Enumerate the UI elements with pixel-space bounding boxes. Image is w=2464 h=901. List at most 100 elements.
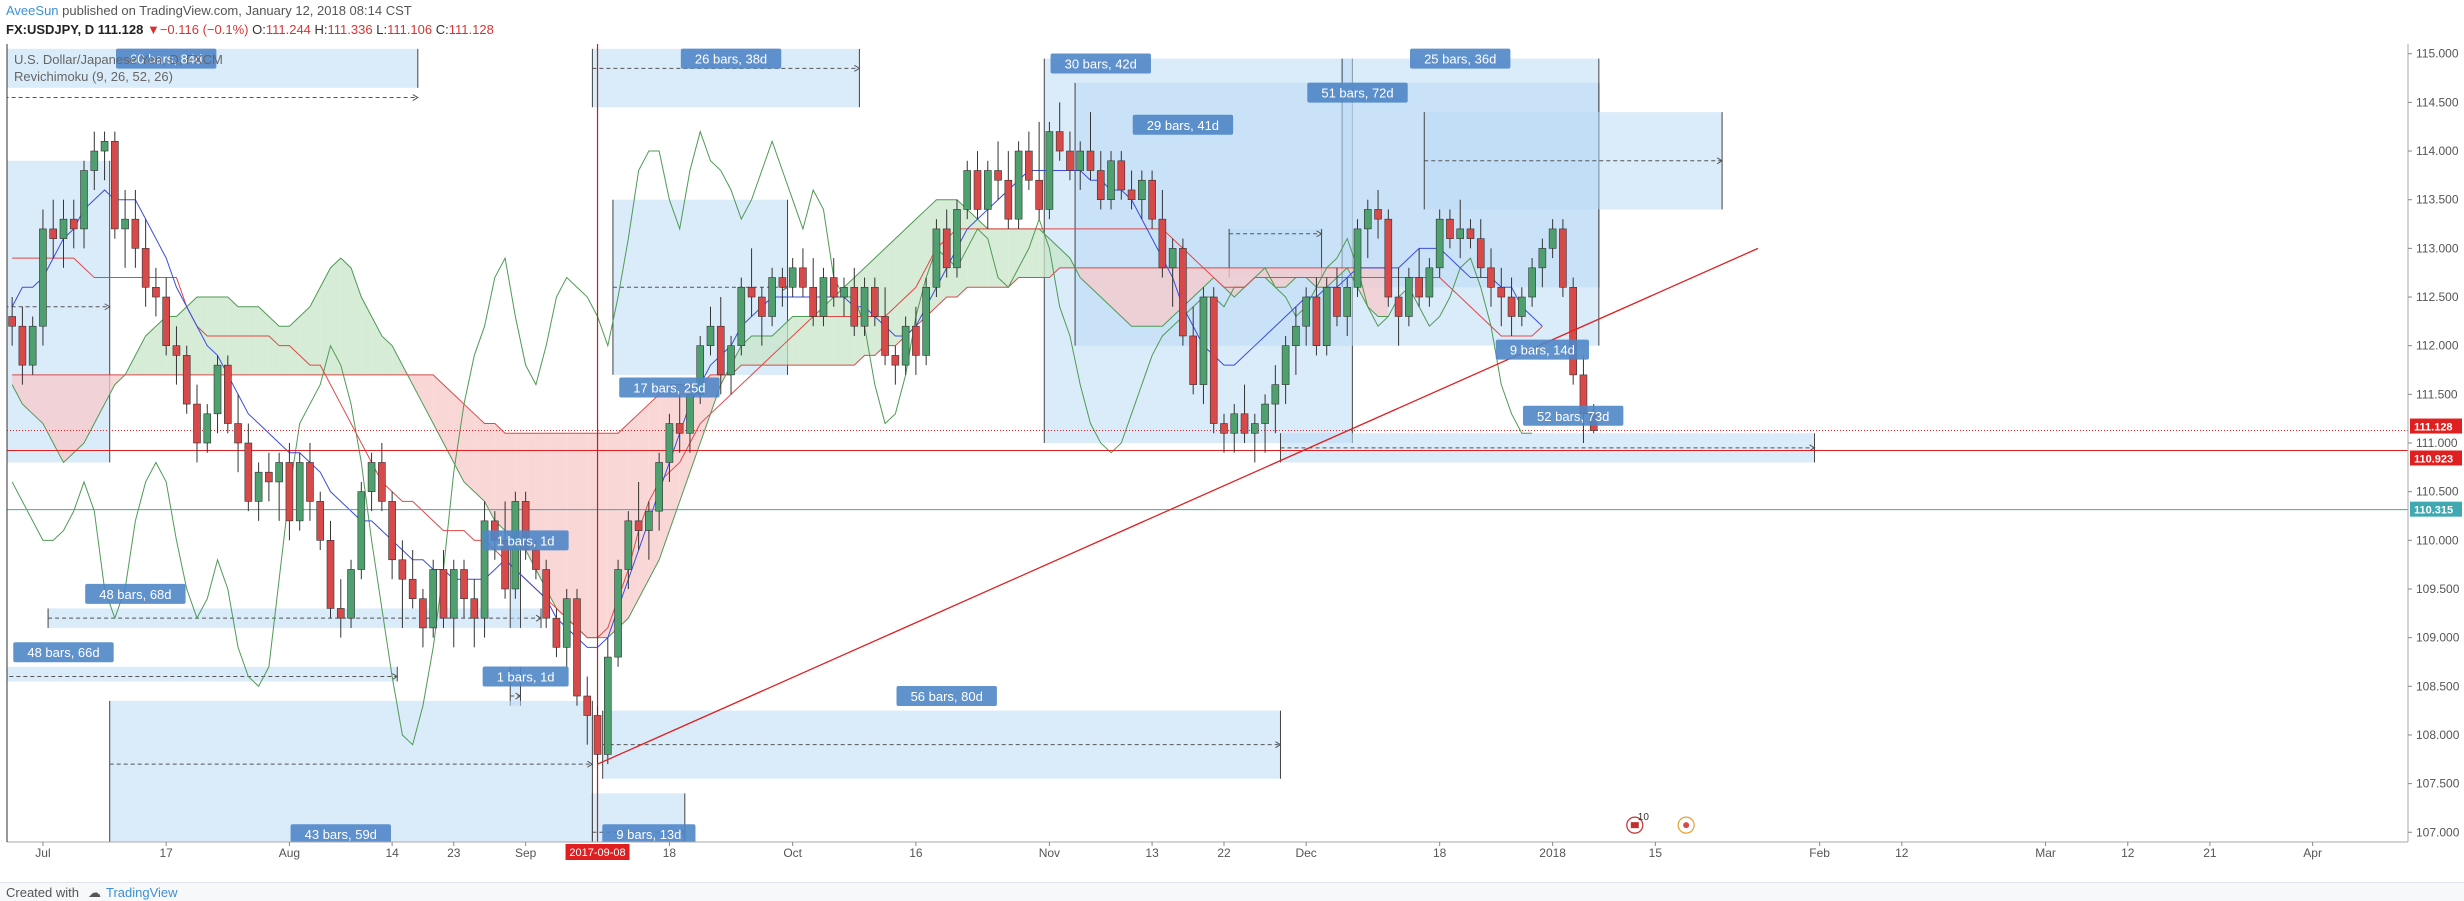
candle bbox=[1107, 160, 1115, 201]
candle bbox=[1127, 189, 1136, 201]
candle bbox=[593, 715, 602, 755]
cloud-segment bbox=[330, 258, 341, 375]
cloud-segment bbox=[772, 326, 783, 366]
y-tick-label: 115.000 bbox=[2416, 47, 2459, 61]
y-tick-label: 107.000 bbox=[2416, 825, 2460, 839]
cloud-segment bbox=[289, 316, 300, 375]
cloud-segment bbox=[1244, 267, 1255, 288]
candle bbox=[1014, 150, 1023, 220]
cloud-segment bbox=[371, 316, 382, 375]
candle bbox=[1435, 218, 1444, 269]
publish-text: published on TradingView.com, January 12… bbox=[62, 3, 412, 18]
candle bbox=[778, 277, 787, 288]
cloud-segment bbox=[474, 413, 485, 502]
candle bbox=[624, 520, 633, 570]
low-value: 111.106 bbox=[387, 22, 433, 37]
range-arrowhead bbox=[535, 614, 543, 622]
candle bbox=[922, 286, 930, 356]
candle bbox=[429, 569, 438, 629]
candle bbox=[788, 267, 797, 288]
candle bbox=[932, 228, 941, 288]
cloud-segment bbox=[597, 433, 608, 638]
y-tick-label: 108.500 bbox=[2416, 679, 2460, 693]
x-tick-label: 22 bbox=[1217, 846, 1231, 860]
cloud-segment bbox=[1162, 267, 1173, 327]
range-label: 48 bars, 66d bbox=[27, 645, 99, 660]
cloud-segment bbox=[443, 384, 454, 463]
cloud-segment bbox=[351, 267, 362, 375]
author-name[interactable]: AveeSun bbox=[6, 3, 59, 18]
tradingview-link[interactable]: TradingView bbox=[106, 885, 178, 900]
candle bbox=[111, 141, 119, 230]
cloud-segment bbox=[135, 335, 146, 375]
candle bbox=[1281, 345, 1290, 385]
last-price: 111.128 bbox=[97, 22, 144, 37]
indicator-legend[interactable]: Revichimoku (9, 26, 52, 26) bbox=[14, 69, 173, 84]
x-tick-label: 12 bbox=[2121, 846, 2135, 860]
cloud-segment bbox=[905, 219, 916, 336]
cloud-segment bbox=[1080, 267, 1091, 288]
tenkan-line bbox=[11, 170, 1543, 648]
range-label-bg bbox=[115, 48, 217, 69]
candle bbox=[49, 228, 58, 239]
candle bbox=[295, 462, 304, 522]
range-label: 9 bars, 14d bbox=[1510, 343, 1575, 358]
high-value: 111.336 bbox=[327, 22, 373, 37]
low-label: L: bbox=[376, 22, 388, 37]
range-box bbox=[7, 666, 398, 682]
candle bbox=[768, 277, 776, 317]
candle bbox=[1025, 150, 1033, 181]
candle bbox=[80, 170, 88, 230]
cloud-segment bbox=[1141, 267, 1153, 327]
x-tick-label: Nov bbox=[1039, 846, 1060, 860]
candle bbox=[1405, 277, 1413, 317]
cloud-segment bbox=[628, 413, 639, 619]
candle bbox=[182, 355, 191, 405]
cloud-segment bbox=[638, 404, 649, 599]
candle bbox=[8, 316, 16, 327]
x-tick-label: 23 bbox=[447, 846, 461, 860]
candle bbox=[152, 286, 160, 298]
candle bbox=[1086, 150, 1095, 171]
candle bbox=[1066, 150, 1074, 171]
cloud-segment bbox=[392, 345, 403, 375]
candle bbox=[542, 569, 550, 619]
candle bbox=[398, 559, 407, 580]
price-tag: 110.315 bbox=[2414, 505, 2453, 517]
cloud-segment bbox=[833, 287, 845, 366]
chikou-span bbox=[11, 129, 1533, 746]
cloud-segment bbox=[1131, 267, 1142, 327]
candle bbox=[213, 364, 222, 415]
candle bbox=[583, 695, 592, 716]
candle bbox=[819, 277, 828, 317]
candle bbox=[1528, 267, 1536, 298]
candle bbox=[480, 520, 489, 619]
candle bbox=[1045, 131, 1054, 210]
range-label: 56 bars, 80d bbox=[911, 689, 983, 704]
range-label-bg bbox=[1410, 48, 1511, 69]
candle bbox=[829, 277, 838, 298]
cloud-segment bbox=[279, 326, 290, 375]
cloud-segment bbox=[145, 326, 156, 375]
candle bbox=[470, 598, 479, 619]
candle bbox=[378, 462, 386, 502]
range-label: 29 bars, 41d bbox=[1147, 118, 1219, 133]
candle bbox=[1353, 228, 1362, 288]
candle bbox=[614, 569, 622, 658]
range-arrowhead bbox=[1316, 230, 1323, 238]
range-label-bg bbox=[680, 48, 782, 69]
candle bbox=[244, 442, 253, 502]
range-label-bg bbox=[1307, 82, 1408, 103]
flag-stripes bbox=[1630, 822, 1639, 829]
close-label: C: bbox=[435, 22, 449, 37]
x-tick-label: 14 bbox=[385, 846, 399, 860]
y-tick-label: 109.000 bbox=[2416, 631, 2460, 645]
candle bbox=[141, 248, 150, 288]
candle bbox=[901, 325, 910, 366]
change-down-icon: ▼ bbox=[146, 22, 160, 37]
candle bbox=[665, 423, 674, 463]
cloud-segment bbox=[12, 374, 23, 405]
x-tick-label: Mar bbox=[2035, 846, 2056, 860]
candle bbox=[983, 170, 992, 210]
